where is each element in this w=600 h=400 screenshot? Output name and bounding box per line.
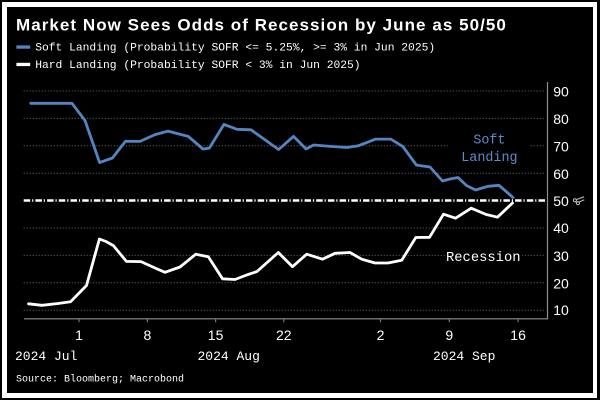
svg-text:60: 60 (553, 166, 569, 182)
svg-text:Soft Landing (Probability SOFR: Soft Landing (Probability SOFR <= 5.25%,… (35, 43, 435, 55)
svg-text:8: 8 (144, 327, 152, 343)
svg-text:2: 2 (377, 327, 385, 343)
svg-text:30: 30 (553, 248, 569, 264)
svg-text:15: 15 (208, 327, 224, 343)
svg-text:50: 50 (553, 193, 569, 209)
svg-text:Hard Landing (Probability SOFR: Hard Landing (Probability SOFR < 3% in J… (35, 60, 360, 72)
svg-text:Source: Bloomberg; Macrobond: Source: Bloomberg; Macrobond (16, 374, 184, 386)
svg-text:2024 Aug: 2024 Aug (198, 349, 260, 364)
svg-text:9: 9 (445, 327, 453, 343)
svg-text:70: 70 (553, 138, 569, 154)
svg-text:20: 20 (553, 275, 569, 291)
svg-text:90: 90 (553, 84, 569, 100)
svg-text:40: 40 (553, 220, 569, 236)
svg-text:Soft: Soft (473, 133, 505, 148)
svg-text:22: 22 (276, 327, 292, 343)
svg-text:Recession: Recession (446, 250, 521, 266)
svg-text:80: 80 (553, 111, 569, 127)
svg-text:16: 16 (510, 327, 526, 343)
svg-text:2024 Jul: 2024 Jul (15, 349, 78, 364)
svg-text:Market Now Sees Odds of Recess: Market Now Sees Odds of Recession by Jun… (16, 15, 507, 34)
svg-text:1: 1 (75, 327, 83, 343)
svg-text:Landing: Landing (461, 151, 517, 166)
svg-text:2024 Sep: 2024 Sep (433, 349, 495, 364)
svg-text:10: 10 (553, 302, 569, 318)
